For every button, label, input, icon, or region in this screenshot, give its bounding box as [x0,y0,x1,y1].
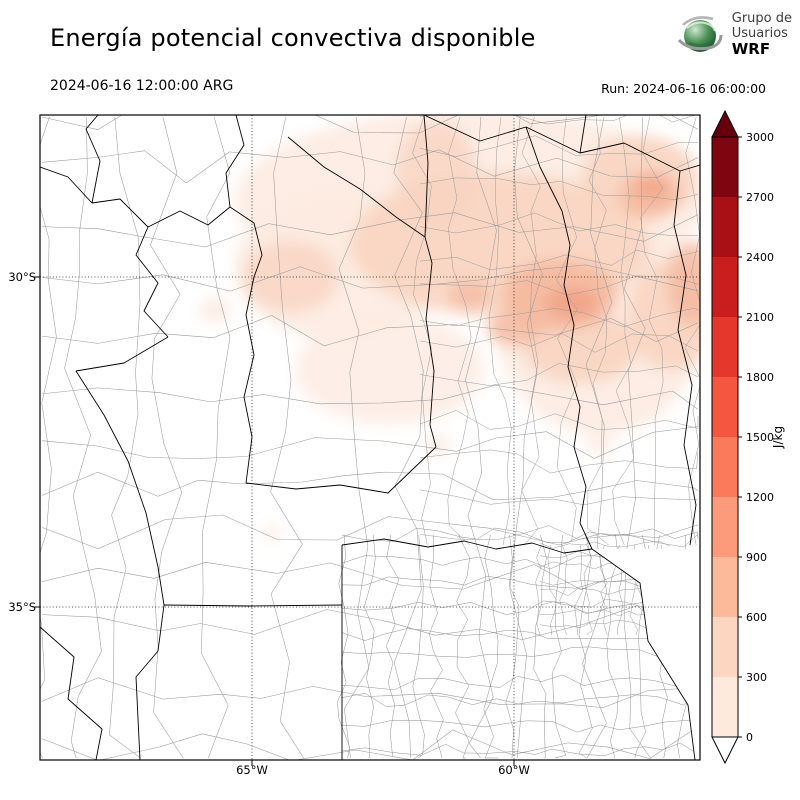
logo-text: Grupo de Usuarios WRF [731,11,792,59]
logo-line2: Usuarios [731,25,788,41]
colorbar-tick-label: 1500 [746,431,774,444]
colorbar-unit-label: J/kg [771,426,785,449]
wrf-globe-icon [677,16,723,52]
page-title: Energía potencial convectiva disponible [50,24,536,52]
model-run-label: Run: 2024-06-16 06:00:00 [601,81,766,96]
longitude-label-60w: 60°W [498,763,530,777]
colorbar-tick-label: 900 [746,551,767,564]
wrf-logo: Grupo de Usuarios WRF [675,10,792,60]
colorbar: 0 300 600 900 1200 1500 1800 2100 2400 2700 3000 J/… [711,109,785,765]
latitude-label-35s: 35°S [8,600,36,614]
colorbar-tick-label: 1200 [746,491,774,504]
latitude-label-30s: 30°S [8,270,36,284]
map-frame [39,114,701,761]
longitude-label-65w: 65°W [236,763,268,777]
colorbar-tick-label: 2700 [746,191,774,204]
logo-line1: Grupo de [731,11,792,27]
colorbar-group: 0 300 600 900 1200 1500 1800 2100 2400 2700 3000 J/… [711,109,785,765]
logo-wrf: WRF [731,40,771,59]
axis-ticks [34,276,515,766]
valid-time-label: 2024-06-16 12:00:00 ARG [50,78,234,94]
colorbar-tick-label: 2400 [746,251,774,264]
colorbar-tick-label: 1800 [746,371,774,384]
map-canvas [34,114,701,766]
graticule-layer [40,115,700,760]
colorbar-tick-label: 300 [746,671,767,684]
province-borders-layer [40,115,700,760]
colorbar-tick-label: 3000 [746,131,774,144]
colorbar-over-arrow [711,109,739,138]
colorbar-tick-label: 600 [746,611,767,624]
colorbar-under-arrow [711,736,739,765]
colorbar-tick-label: 0 [746,731,753,744]
ocean-area [592,549,700,760]
colorbar-tick-label: 2100 [746,311,774,324]
cape-shading-layer [199,115,700,540]
department-boundaries-layer [40,115,700,760]
